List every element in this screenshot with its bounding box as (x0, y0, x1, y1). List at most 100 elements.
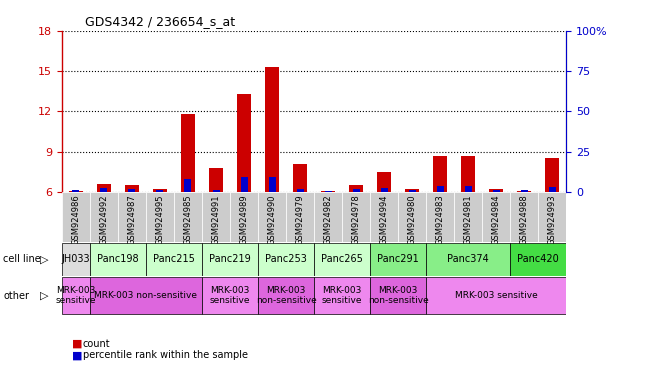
Bar (184, 179, 191, 192)
Bar (377, 172, 391, 192)
Bar (100, 189, 107, 192)
Bar (125, 185, 139, 192)
Text: JH033: JH033 (62, 254, 90, 264)
FancyBboxPatch shape (202, 243, 258, 276)
Text: ■: ■ (72, 339, 82, 349)
FancyBboxPatch shape (538, 192, 566, 242)
Bar (462, 156, 475, 192)
Text: GSM924990: GSM924990 (268, 195, 277, 245)
Text: MRK-003
non-sensitive: MRK-003 non-sensitive (368, 286, 428, 305)
Bar (69, 191, 83, 192)
Bar (153, 189, 167, 192)
Text: ■: ■ (72, 350, 82, 360)
Text: GSM924984: GSM924984 (492, 195, 501, 245)
FancyBboxPatch shape (258, 243, 314, 276)
Text: GSM924978: GSM924978 (352, 195, 361, 245)
Bar (237, 94, 251, 192)
Bar (437, 186, 444, 192)
FancyBboxPatch shape (314, 192, 342, 242)
FancyBboxPatch shape (258, 192, 286, 242)
FancyBboxPatch shape (314, 243, 370, 276)
Text: GSM924979: GSM924979 (296, 195, 305, 245)
Bar (381, 188, 388, 192)
FancyBboxPatch shape (62, 243, 90, 276)
Text: GSM924988: GSM924988 (520, 195, 529, 245)
Text: MRK-003 sensitive: MRK-003 sensitive (455, 291, 538, 300)
Text: GDS4342 / 236654_s_at: GDS4342 / 236654_s_at (85, 15, 235, 28)
Text: GSM924982: GSM924982 (324, 195, 333, 245)
Text: GSM924994: GSM924994 (380, 195, 389, 245)
FancyBboxPatch shape (370, 192, 398, 242)
Text: GSM924987: GSM924987 (128, 195, 137, 245)
Text: Panc420: Panc420 (518, 254, 559, 264)
Text: GSM924981: GSM924981 (464, 195, 473, 245)
FancyBboxPatch shape (398, 192, 426, 242)
Bar (465, 186, 472, 192)
Bar (325, 191, 331, 192)
FancyBboxPatch shape (286, 192, 314, 242)
Bar (353, 189, 359, 192)
Bar (518, 191, 531, 192)
Text: MRK-003 non-sensitive: MRK-003 non-sensitive (94, 291, 197, 300)
FancyBboxPatch shape (174, 192, 202, 242)
Text: GSM924995: GSM924995 (156, 195, 165, 245)
FancyBboxPatch shape (510, 192, 538, 242)
FancyBboxPatch shape (62, 277, 90, 314)
Bar (405, 189, 419, 192)
FancyBboxPatch shape (118, 192, 146, 242)
Bar (240, 177, 247, 192)
FancyBboxPatch shape (426, 243, 510, 276)
Text: Panc374: Panc374 (447, 254, 489, 264)
Bar (521, 190, 528, 192)
FancyBboxPatch shape (482, 192, 510, 242)
Text: Panc291: Panc291 (378, 254, 419, 264)
FancyBboxPatch shape (258, 277, 314, 314)
FancyBboxPatch shape (90, 243, 146, 276)
Bar (321, 191, 335, 192)
Text: other: other (3, 291, 29, 301)
Text: MRK-003
non-sensitive: MRK-003 non-sensitive (256, 286, 316, 305)
Text: GSM924991: GSM924991 (212, 195, 221, 245)
Bar (409, 190, 416, 192)
Text: GSM924985: GSM924985 (184, 195, 193, 245)
FancyBboxPatch shape (454, 192, 482, 242)
Bar (546, 159, 559, 192)
Text: GSM924989: GSM924989 (240, 195, 249, 245)
Text: Panc219: Panc219 (209, 254, 251, 264)
Bar (209, 168, 223, 192)
Text: MRK-003
sensitive: MRK-003 sensitive (210, 286, 250, 305)
Bar (493, 190, 500, 192)
FancyBboxPatch shape (90, 277, 202, 314)
Text: percentile rank within the sample: percentile rank within the sample (83, 350, 247, 360)
Bar (433, 156, 447, 192)
Text: MRK-003
sensitive: MRK-003 sensitive (55, 286, 96, 305)
Bar (97, 184, 111, 192)
FancyBboxPatch shape (230, 192, 258, 242)
Bar (181, 114, 195, 192)
FancyBboxPatch shape (146, 243, 202, 276)
Text: Panc198: Panc198 (97, 254, 139, 264)
Text: GSM924993: GSM924993 (548, 195, 557, 245)
Text: GSM924983: GSM924983 (436, 195, 445, 245)
Text: GSM924992: GSM924992 (100, 195, 108, 245)
Text: ▷: ▷ (40, 291, 49, 301)
Bar (128, 189, 135, 192)
Text: Panc265: Panc265 (321, 254, 363, 264)
FancyBboxPatch shape (426, 192, 454, 242)
Text: count: count (83, 339, 110, 349)
Bar (297, 189, 303, 192)
FancyBboxPatch shape (62, 192, 90, 242)
FancyBboxPatch shape (426, 277, 566, 314)
FancyBboxPatch shape (90, 192, 118, 242)
Bar (212, 190, 219, 192)
FancyBboxPatch shape (202, 277, 258, 314)
Bar (156, 190, 163, 192)
FancyBboxPatch shape (314, 277, 370, 314)
Bar (490, 189, 503, 192)
Bar (293, 164, 307, 192)
FancyBboxPatch shape (342, 192, 370, 242)
Bar (265, 67, 279, 192)
Text: Panc215: Panc215 (153, 254, 195, 264)
Text: ▷: ▷ (40, 254, 49, 264)
Text: GSM924986: GSM924986 (72, 195, 80, 245)
